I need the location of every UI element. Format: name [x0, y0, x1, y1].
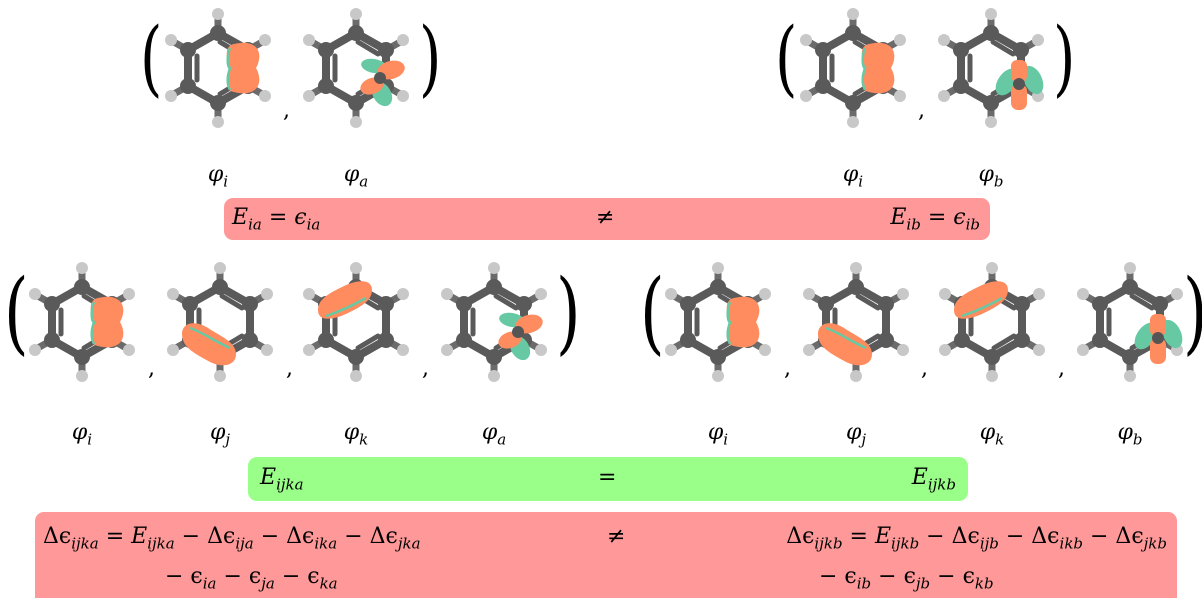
left-parenthesis: (: [775, 11, 798, 106]
right-energy-expression: Eijkb: [911, 465, 956, 494]
right-energy-expression: Eib = ϵib: [890, 205, 980, 234]
orbital-label: φk: [979, 420, 1005, 449]
right-parenthesis: ): [1053, 11, 1076, 106]
left-correlation-line2: − ϵia − ϵja − ϵka: [165, 564, 338, 593]
benzene-molecule: [793, 8, 913, 138]
benzene-molecule: [160, 262, 280, 392]
inequality-sign: ≠: [607, 524, 626, 549]
benzene-molecule: [434, 262, 554, 392]
left-energy-expression: Eia = ϵia: [232, 205, 321, 234]
right-correlation-line2: − ϵib − ϵjb − ϵkb: [819, 564, 994, 593]
orbital-label: φj: [845, 420, 867, 449]
separator-comma: ,: [918, 98, 925, 123]
benzene-molecule: [296, 8, 416, 138]
benzene-molecule: [932, 262, 1052, 392]
benzene-molecule: [931, 8, 1051, 138]
orbital-label: φi: [707, 420, 729, 449]
equality-sign: =: [598, 465, 617, 490]
benzene-molecule: [658, 262, 778, 392]
right-parenthesis: ): [419, 11, 442, 106]
energy-equality-box: Eijka = Eijkb: [248, 457, 968, 501]
orbital-label: φa: [481, 420, 507, 449]
benzene-molecule: [158, 8, 278, 138]
separator-comma: ,: [784, 356, 791, 381]
separator-comma: ,: [1058, 356, 1065, 381]
right-correlation-line1: Δϵijkb = Eijkb − Δϵijb − Δϵikb − Δϵjkb: [786, 524, 1167, 553]
left-parenthesis: (: [4, 260, 29, 365]
orbital-label: φi: [842, 162, 864, 191]
orbital-label: φi: [207, 162, 229, 191]
benzene-molecule: [22, 262, 142, 392]
separator-comma: ,: [148, 356, 155, 381]
orbital-label: φj: [209, 420, 231, 449]
left-parenthesis: (: [140, 11, 163, 106]
benzene-molecule: [1070, 262, 1190, 392]
separator-comma: ,: [283, 98, 290, 123]
right-parenthesis: ): [1183, 268, 1202, 358]
correlation-energy-box: Δϵijka = Eijka − Δϵija − Δϵika − Δϵjka −…: [35, 512, 1177, 598]
separator-comma: ,: [422, 356, 429, 381]
energy-inequality-box: Eia = ϵia ≠ Eib = ϵib: [224, 198, 990, 240]
separator-comma: ,: [921, 356, 928, 381]
benzene-molecule: [796, 262, 916, 392]
inequality-sign: ≠: [596, 205, 615, 230]
orbital-label: φi: [71, 420, 93, 449]
separator-comma: ,: [286, 356, 293, 381]
orbital-label: φb: [978, 162, 1004, 191]
orbital-label: φb: [1117, 420, 1143, 449]
left-parenthesis: (: [640, 260, 665, 365]
orbital-label: φk: [343, 420, 369, 449]
right-parenthesis: ): [556, 260, 581, 365]
benzene-molecule: [296, 262, 416, 392]
orbital-label: φa: [343, 162, 369, 191]
left-energy-expression: Eijka: [260, 465, 304, 494]
left-correlation-line1: Δϵijka = Eijka − Δϵija − Δϵika − Δϵjka: [43, 524, 421, 553]
